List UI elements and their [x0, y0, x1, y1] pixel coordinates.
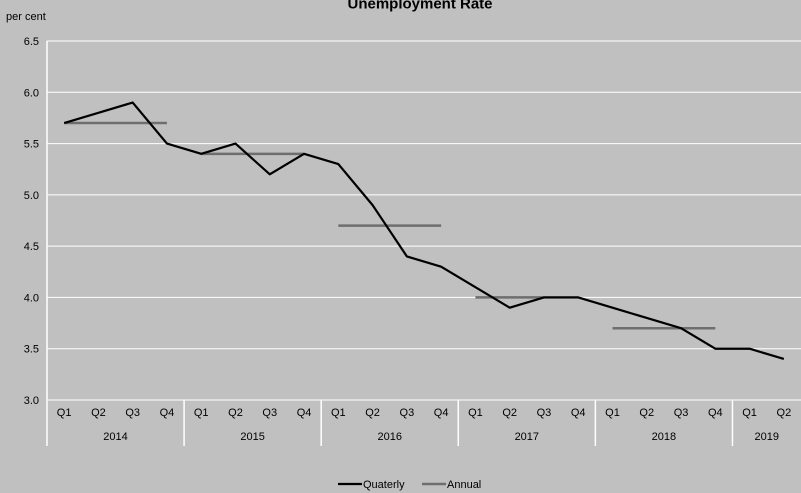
x-tick-label-quarter: Q1: [605, 407, 620, 419]
data-series: [63, 101, 785, 361]
x-tick-label-quarter: Q1: [468, 407, 483, 419]
x-tick-label-quarter: Q3: [125, 407, 140, 419]
legend-label-annual: Annual: [447, 479, 481, 491]
x-tick-label-quarter: Q3: [674, 407, 689, 419]
x-tick-label-quarter: Q2: [228, 407, 243, 419]
y-tick-label: 4.0: [24, 292, 39, 304]
x-tick-label-year: 2018: [652, 431, 676, 443]
x-tick-label-quarter: Q1: [194, 407, 209, 419]
x-tick-label-quarter: Q2: [91, 407, 106, 419]
x-tick-label-quarter: Q4: [160, 407, 175, 419]
gridlines: [47, 40, 801, 401]
chart-title: Unemployment Rate: [347, 0, 492, 12]
y-tick-label: 3.0: [24, 395, 39, 407]
x-tick-label-year: 2015: [240, 431, 264, 443]
x-tick-labels: Q1 Q2 Q3 Q4 Q1 Q2 Q3 Q4 Q1 Q2 Q3 Q4 Q1 Q2 Q3 Q4 Q1 Q2 Q3 Q4…: [46, 400, 792, 446]
y-axis-unit-label: per cent: [6, 11, 46, 23]
x-tick-label-quarter: Q2: [777, 407, 792, 419]
x-tick-label-quarter: Q2: [502, 407, 517, 419]
y-tick-label: 5.5: [24, 139, 39, 151]
x-tick-label-year: 2019: [754, 431, 778, 443]
quarterly-series-line: [63, 101, 785, 361]
x-tick-label-quarter: Q1: [742, 407, 757, 419]
y-tick-label: 6.0: [24, 87, 39, 99]
x-tick-label-quarter: Q4: [434, 407, 449, 419]
x-tick-label-quarter: Q1: [331, 407, 346, 419]
y-tick-label: 5.0: [24, 190, 39, 202]
x-tick-label-quarter: Q2: [365, 407, 380, 419]
y-tick-label: 6.5: [24, 36, 39, 48]
y-tick-label: 3.5: [24, 344, 39, 356]
x-tick-label-quarter: Q3: [400, 407, 415, 419]
legend-label-quarterly: Quaterly: [363, 479, 405, 491]
x-tick-label-year: 2014: [103, 431, 127, 443]
x-tick-label-quarter: Q3: [537, 407, 552, 419]
x-tick-label-quarter: Q4: [571, 407, 586, 419]
x-tick-label-quarter: Q4: [708, 407, 723, 419]
x-tick-label-quarter: Q1: [57, 407, 72, 419]
y-tick-labels: 3.0 3.5 4.0 4.5 5.0 5.5 6.0 6.5: [24, 36, 39, 407]
x-tick-label-quarter: Q3: [262, 407, 277, 419]
legend: Quaterly Annual: [338, 479, 481, 491]
x-tick-label-year: 2017: [515, 431, 539, 443]
x-tick-label-quarter: Q4: [297, 407, 312, 419]
x-tick-label-quarter: Q2: [639, 407, 654, 419]
x-tick-label-year: 2016: [377, 431, 401, 443]
y-tick-label: 4.5: [24, 241, 39, 253]
